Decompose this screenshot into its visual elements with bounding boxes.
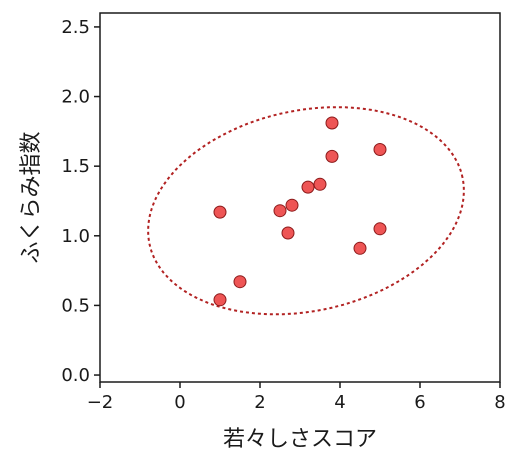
data-points-layer: [213, 116, 387, 307]
data-point-6: [285, 198, 299, 212]
data-point-3: [233, 275, 247, 289]
data-point-8: [313, 177, 327, 191]
data-point-12: [373, 143, 387, 156]
y-tick-label: 0.5: [61, 295, 90, 316]
y-tick-label: 0.0: [61, 365, 90, 386]
x-axis-ticks: −2 0 2 4 6 8: [87, 382, 506, 413]
y-tick-label: 2.0: [61, 87, 90, 108]
data-point-11: [353, 241, 367, 255]
x-tick-label: 2: [254, 392, 265, 413]
data-point-5: [281, 226, 295, 240]
y-tick-label: 1.5: [61, 156, 90, 177]
data-point-9: [325, 116, 339, 130]
y-axis-label: ふくらみ指数: [19, 131, 44, 263]
data-point-1: [213, 205, 227, 219]
x-tick-label: 0: [174, 392, 185, 413]
x-tick-label: 4: [334, 392, 345, 413]
data-point-2: [213, 293, 227, 307]
data-point-13: [373, 222, 387, 236]
y-axis-ticks: 0.0 0.5 1.0 1.5 2.0 2.5: [61, 17, 100, 386]
x-axis-label: 若々しさスコア: [223, 427, 377, 452]
y-tick-label: 1.0: [61, 226, 90, 247]
data-point-7: [301, 180, 315, 194]
y-tick-label: 2.5: [61, 17, 90, 38]
data-point-10: [325, 149, 339, 163]
plot-frame: [99, 12, 501, 383]
x-tick-label: 6: [414, 392, 425, 413]
confidence-ellipse: [147, 106, 465, 316]
x-tick-label: −2: [87, 392, 114, 413]
data-point-4: [273, 204, 287, 218]
x-tick-label: 8: [494, 392, 505, 413]
confidence-ellipse-layer: [147, 106, 465, 316]
